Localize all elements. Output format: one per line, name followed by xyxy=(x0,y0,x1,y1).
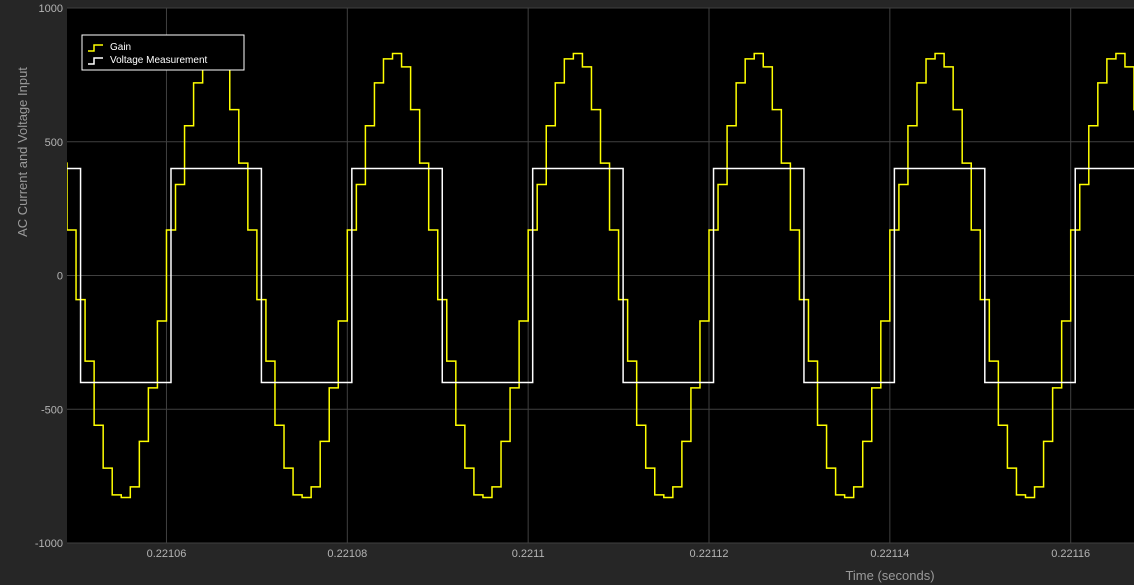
voltage-measurement-series-line xyxy=(67,167,1134,384)
x-tick-label: 0.2211 xyxy=(512,548,545,560)
y-tick-label: -500 xyxy=(41,404,63,416)
x-tick-label: 0.22114 xyxy=(870,548,909,560)
x-tick-label: 0.22106 xyxy=(147,548,187,560)
x-tick-label: 0.22112 xyxy=(690,548,729,560)
y-tick-label: 0 xyxy=(57,271,63,283)
legend-entry-label: Voltage Measurement xyxy=(110,55,208,66)
y-tick-label: 1000 xyxy=(39,3,63,15)
y-axis-label: AC Current and Voltage Input xyxy=(15,67,30,237)
legend-box xyxy=(81,34,245,71)
legend-swatch-icon xyxy=(88,44,103,52)
legend-entry-label: Gain xyxy=(110,42,131,53)
x-axis-label: Time (seconds) xyxy=(845,568,934,583)
x-tick-label: 0.22108 xyxy=(327,548,367,560)
x-tick-labels: 0.22106 0.22108 0.2211 0.22112 0.22114 0.2211… xyxy=(147,548,1091,560)
gain-series-line xyxy=(67,52,1134,499)
series-group xyxy=(67,52,1134,499)
y-tick-labels: -1000 -500 0 500 1000 xyxy=(35,3,63,550)
legend-swatch-icon xyxy=(88,57,103,65)
legend[interactable]: Gain Voltage Measurement xyxy=(81,34,245,71)
x-tick-label: 0.22116 xyxy=(1051,548,1090,560)
y-tick-label: 500 xyxy=(45,137,63,149)
y-tick-label: -1000 xyxy=(35,538,63,550)
